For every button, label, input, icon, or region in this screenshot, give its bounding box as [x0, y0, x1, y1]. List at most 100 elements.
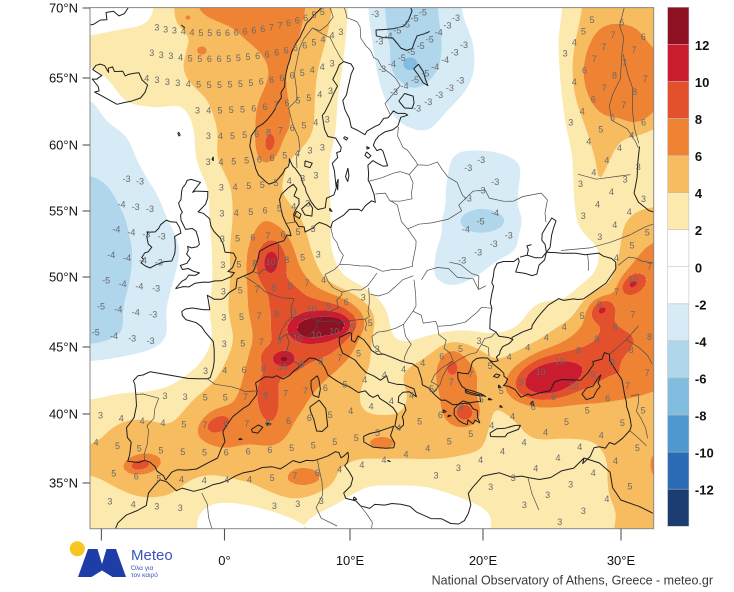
svg-text:6: 6 — [279, 73, 284, 83]
svg-text:4: 4 — [425, 443, 430, 453]
svg-text:5: 5 — [311, 440, 316, 450]
svg-text:5: 5 — [196, 80, 201, 90]
svg-text:6: 6 — [315, 468, 320, 478]
svg-text:8: 8 — [612, 71, 617, 81]
svg-text:6: 6 — [251, 103, 256, 113]
svg-text:7: 7 — [278, 20, 283, 30]
svg-text:4: 4 — [233, 182, 238, 192]
svg-text:5: 5 — [300, 253, 305, 263]
svg-text:8: 8 — [576, 346, 581, 356]
svg-text:4: 4 — [337, 464, 342, 474]
svg-text:5: 5 — [156, 473, 161, 483]
svg-text:4: 4 — [562, 322, 567, 332]
svg-text:6: 6 — [610, 113, 615, 123]
svg-text:6: 6 — [257, 154, 262, 164]
svg-text:7: 7 — [244, 419, 249, 429]
svg-text:4: 4 — [131, 499, 136, 509]
svg-text:4: 4 — [614, 253, 619, 263]
svg-text:65°N: 65°N — [49, 71, 78, 86]
svg-text:4: 4 — [224, 475, 229, 485]
svg-text:5: 5 — [246, 181, 251, 191]
svg-text:4: 4 — [181, 27, 186, 37]
svg-text:5: 5 — [198, 28, 203, 38]
svg-text:6: 6 — [251, 25, 256, 35]
svg-text:-5: -5 — [426, 34, 434, 44]
svg-text:7: 7 — [269, 22, 274, 32]
svg-text:4: 4 — [160, 418, 165, 428]
svg-text:4: 4 — [291, 201, 296, 211]
svg-text:10: 10 — [555, 357, 565, 367]
svg-text:4: 4 — [401, 364, 406, 374]
svg-text:3: 3 — [175, 78, 180, 88]
svg-text:6: 6 — [290, 123, 295, 133]
svg-text:5: 5 — [282, 151, 287, 161]
svg-text:6: 6 — [641, 117, 646, 127]
svg-text:6: 6 — [263, 206, 268, 216]
svg-text:-5: -5 — [92, 328, 100, 338]
svg-text:-5: -5 — [407, 47, 415, 57]
svg-text:3: 3 — [545, 490, 550, 500]
svg-text:7: 7 — [601, 42, 606, 52]
svg-text:-4: -4 — [119, 279, 127, 289]
svg-text:7: 7 — [259, 337, 264, 347]
svg-text:-4: -4 — [107, 250, 115, 260]
svg-text:4: 4 — [348, 406, 353, 416]
svg-text:4: 4 — [599, 431, 604, 441]
svg-text:7: 7 — [305, 278, 310, 288]
svg-text:9: 9 — [597, 299, 602, 309]
svg-text:6: 6 — [302, 41, 307, 51]
svg-text:5: 5 — [429, 384, 434, 394]
svg-text:6: 6 — [270, 153, 275, 163]
svg-text:5: 5 — [343, 379, 348, 389]
svg-text:4: 4 — [507, 352, 512, 362]
svg-text:6: 6 — [267, 445, 272, 455]
svg-text:-5: -5 — [97, 302, 105, 312]
svg-text:8: 8 — [610, 358, 615, 368]
svg-text:3: 3 — [98, 411, 103, 421]
svg-text:-4: -4 — [110, 331, 118, 341]
svg-text:National Observatory of Athens: National Observatory of Athens, Greece -… — [432, 574, 713, 588]
svg-text:-4: -4 — [401, 81, 409, 91]
svg-text:6: 6 — [207, 54, 212, 64]
svg-text:5: 5 — [564, 417, 569, 427]
svg-text:6: 6 — [225, 28, 230, 38]
svg-text:8: 8 — [695, 112, 702, 127]
svg-text:20°E: 20°E — [469, 553, 498, 568]
svg-text:4: 4 — [604, 494, 609, 504]
svg-text:3: 3 — [154, 23, 159, 33]
svg-text:3: 3 — [488, 482, 493, 492]
svg-text:5: 5 — [181, 419, 186, 429]
svg-text:8: 8 — [274, 309, 279, 319]
svg-text:3: 3 — [316, 250, 321, 260]
svg-text:30°E: 30°E — [607, 553, 636, 568]
svg-text:4: 4 — [381, 455, 386, 465]
svg-text:6: 6 — [582, 66, 587, 76]
svg-text:10: 10 — [278, 362, 288, 372]
svg-text:40°N: 40°N — [49, 407, 78, 422]
svg-text:4: 4 — [420, 358, 425, 368]
svg-text:4: 4 — [206, 106, 211, 116]
svg-text:3: 3 — [300, 174, 305, 184]
svg-text:4: 4 — [489, 421, 494, 431]
svg-text:-3: -3 — [146, 204, 154, 214]
svg-text:7: 7 — [630, 309, 635, 319]
svg-text:8: 8 — [647, 332, 652, 342]
svg-text:6: 6 — [284, 98, 289, 108]
svg-text:7: 7 — [202, 420, 207, 430]
svg-text:-3: -3 — [452, 13, 460, 23]
svg-text:-3: -3 — [477, 155, 485, 165]
svg-text:3: 3 — [338, 27, 343, 37]
svg-text:4: 4 — [320, 34, 325, 44]
svg-text:35°N: 35°N — [49, 476, 78, 491]
svg-text:4: 4 — [234, 208, 239, 218]
svg-text:5: 5 — [585, 406, 590, 416]
svg-text:5: 5 — [635, 443, 640, 453]
svg-text:5: 5 — [320, 7, 325, 17]
svg-text:4: 4 — [329, 31, 334, 41]
svg-text:7: 7 — [621, 100, 626, 110]
svg-text:5: 5 — [238, 286, 243, 296]
svg-text:9: 9 — [519, 377, 524, 387]
svg-text:5: 5 — [417, 417, 422, 427]
svg-text:7: 7 — [602, 83, 607, 93]
svg-text:5: 5 — [289, 443, 294, 453]
